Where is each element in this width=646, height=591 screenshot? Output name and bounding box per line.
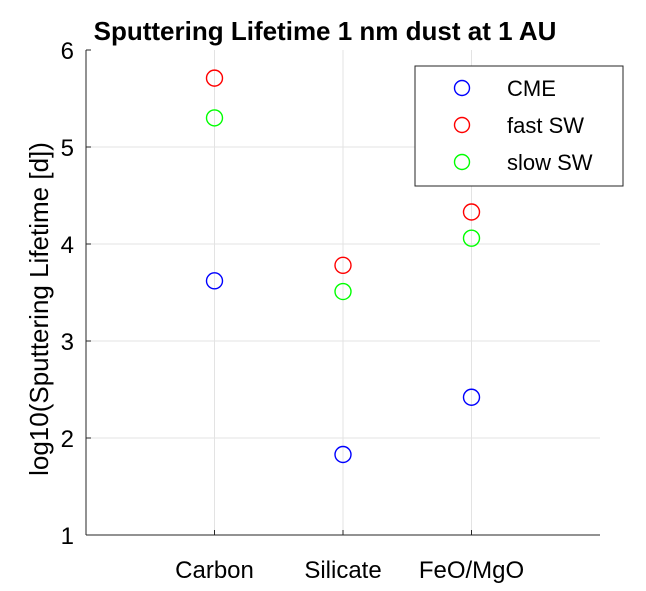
y-tick-label: 3 — [61, 329, 74, 356]
legend-label: slow SW — [507, 150, 593, 175]
data-point — [462, 229, 481, 247]
y-tick-label: 6 — [61, 38, 74, 65]
data-point — [334, 256, 352, 275]
y-tick-label: 4 — [61, 232, 74, 259]
data-point — [334, 282, 352, 301]
x-tick-label: Carbon — [175, 557, 254, 584]
chart-title: Sputtering Lifetime 1 nm dust at 1 AU — [94, 16, 557, 46]
y-tick-label: 2 — [61, 426, 74, 453]
legend-box — [414, 65, 624, 187]
legend-marker — [453, 153, 471, 171]
data-point — [462, 388, 481, 406]
axes-layer — [85, 49, 600, 536]
data-point — [205, 109, 224, 127]
data-point — [205, 272, 224, 290]
legend: CME fast SW slow SW — [414, 65, 624, 187]
x-tick-label: FeO/MgO — [419, 557, 524, 584]
legend-label: CME — [507, 76, 556, 101]
data-point — [205, 69, 224, 87]
legend-marker — [453, 79, 471, 97]
data-point — [462, 203, 481, 221]
legend-label: fast SW — [507, 113, 584, 138]
x-tick-label: Silicate — [304, 557, 381, 584]
y-tick-label: 1 — [61, 523, 74, 550]
legend-marker — [453, 116, 471, 134]
y-axis-label: log10(Sputtering Lifetime [d]) — [24, 142, 54, 476]
tick-labels: 1 2 3 4 5 6 Carbon Silicate FeO/MgO — [61, 38, 525, 584]
data-point — [334, 445, 352, 464]
y-tick-label: 5 — [61, 135, 74, 162]
data-points — [205, 69, 481, 464]
